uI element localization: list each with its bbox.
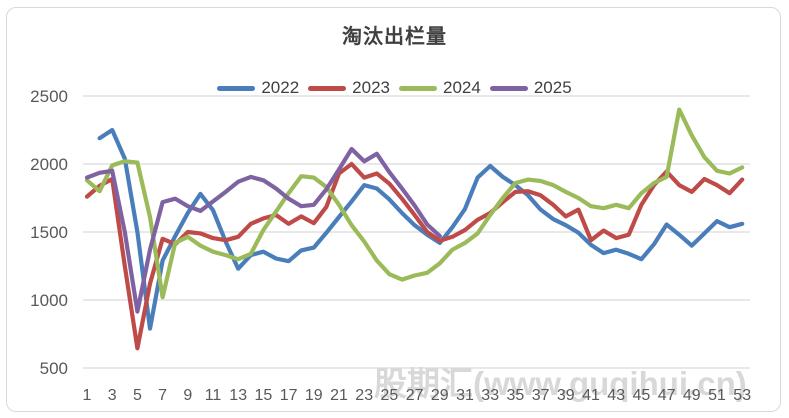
- x-tick-label-53: 53: [733, 387, 751, 404]
- x-tick-label-19: 19: [305, 387, 323, 404]
- x-tick-label-37: 37: [532, 387, 550, 404]
- legend-swatch-2022: [217, 85, 256, 91]
- x-tick-label-35: 35: [507, 387, 525, 404]
- legend-item-2024: 2024: [399, 78, 481, 98]
- x-tick-label-21: 21: [330, 387, 348, 404]
- x-tick-label-17: 17: [280, 387, 298, 404]
- x-tick-label-47: 47: [658, 387, 676, 404]
- legend: 2022 2023 2024 2025: [0, 78, 789, 98]
- x-tick-label-7: 7: [158, 387, 167, 404]
- legend-swatch-2023: [308, 85, 347, 91]
- y-tick-label-1500: 1500: [30, 223, 68, 242]
- series-line-2024: [84, 107, 745, 300]
- x-tick-label-43: 43: [607, 387, 625, 404]
- x-tick-label-3: 3: [108, 387, 117, 404]
- x-tick-label-33: 33: [481, 387, 499, 404]
- x-tick-label-45: 45: [633, 387, 651, 404]
- legend-item-2023: 2023: [308, 78, 390, 98]
- x-tick-label-41: 41: [582, 387, 600, 404]
- x-tick-label-13: 13: [229, 387, 247, 404]
- legend-swatch-2025: [489, 85, 528, 91]
- x-tick-label-15: 15: [255, 387, 273, 404]
- legend-swatch-2024: [399, 85, 437, 91]
- x-tick-label-29: 29: [431, 387, 449, 404]
- watermark-text: 股期汇(www.guqihui.cn): [374, 365, 747, 402]
- x-tick-label-1: 1: [83, 387, 92, 404]
- series-line-2023: [84, 161, 745, 351]
- series-line-2025: [84, 146, 442, 314]
- legend-label-2022: 2022: [261, 78, 300, 97]
- legend-label-2023: 2023: [352, 78, 390, 97]
- legend-item-2022: 2022: [217, 78, 299, 98]
- x-tick-label-5: 5: [133, 387, 142, 404]
- x-tick-label-11: 11: [205, 387, 222, 404]
- legend-item-2025: 2025: [489, 78, 572, 98]
- y-tick-label-500: 500: [40, 359, 68, 378]
- x-tick-label-23: 23: [355, 387, 373, 404]
- y-tick-label-1000: 1000: [30, 291, 68, 310]
- chart-title: 淘汰出栏量: [342, 26, 447, 48]
- x-tick-label-49: 49: [683, 387, 701, 404]
- y-tick-label-2500: 2500: [30, 87, 68, 106]
- legend-label-2024: 2024: [443, 78, 481, 97]
- x-tick-label-31: 31: [456, 387, 474, 404]
- x-tick-label-9: 9: [183, 387, 192, 404]
- legend-label-2025: 2025: [533, 78, 572, 97]
- x-tick-label-51: 51: [708, 387, 726, 404]
- x-tick-label-25: 25: [381, 387, 399, 404]
- series-line-2022: [97, 127, 745, 331]
- y-tick-label-2000: 2000: [30, 155, 68, 174]
- x-tick-label-39: 39: [557, 387, 575, 404]
- x-tick-label-27: 27: [406, 387, 424, 404]
